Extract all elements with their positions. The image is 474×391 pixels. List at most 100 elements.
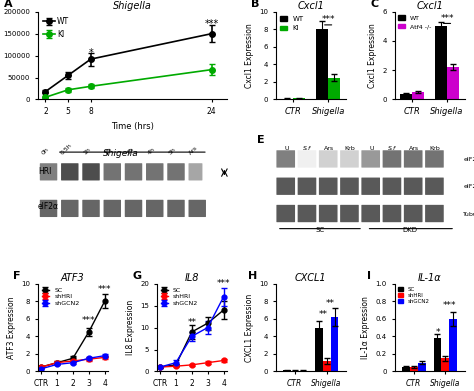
FancyBboxPatch shape (146, 200, 164, 217)
Y-axis label: IL-1α Expression: IL-1α Expression (361, 296, 370, 359)
Bar (449, 319, 457, 371)
Title: CXCL1: CXCL1 (295, 273, 327, 283)
Bar (434, 338, 441, 371)
FancyBboxPatch shape (383, 150, 401, 168)
FancyBboxPatch shape (189, 163, 202, 181)
Bar (328, 77, 340, 99)
Y-axis label: ATF3 Expression: ATF3 Expression (7, 296, 16, 359)
Text: ***: *** (82, 316, 96, 325)
FancyBboxPatch shape (298, 205, 316, 222)
Bar (323, 361, 330, 371)
Text: 3h: 3h (126, 147, 135, 156)
Text: G: G (132, 271, 141, 282)
FancyBboxPatch shape (340, 178, 359, 195)
Text: ***: *** (321, 15, 335, 24)
Text: Tubulin: Tubulin (464, 212, 474, 217)
FancyBboxPatch shape (425, 150, 444, 168)
Legend: WT, Atf4 -/-: WT, Atf4 -/- (398, 15, 432, 30)
FancyBboxPatch shape (425, 178, 444, 195)
Text: F: F (13, 271, 21, 282)
Text: eIF2α-P: eIF2α-P (464, 157, 474, 162)
Y-axis label: Cxcl1 Expression: Cxcl1 Expression (368, 23, 377, 88)
Text: H: H (248, 271, 257, 282)
Bar (410, 367, 418, 371)
Text: eIF2α: eIF2α (464, 184, 474, 189)
Title: Cxcl1: Cxcl1 (297, 1, 324, 11)
Title: IL-1α: IL-1α (418, 273, 441, 283)
Text: Ars: Ars (409, 145, 419, 151)
FancyBboxPatch shape (319, 178, 337, 195)
FancyBboxPatch shape (40, 200, 57, 217)
Bar (283, 370, 291, 371)
FancyBboxPatch shape (276, 150, 295, 168)
FancyBboxPatch shape (276, 178, 295, 195)
Text: ***: *** (443, 301, 456, 310)
FancyBboxPatch shape (40, 163, 57, 181)
FancyBboxPatch shape (298, 150, 316, 168)
Legend: SC, shHRI, shGCN2: SC, shHRI, shGCN2 (160, 287, 199, 307)
Y-axis label: IL8 Expression: IL8 Expression (126, 300, 135, 355)
Text: 5h: 5h (168, 147, 177, 156)
Text: HRI: HRI (38, 167, 51, 176)
Bar (418, 363, 426, 371)
Text: Shigella: Shigella (103, 149, 138, 158)
FancyBboxPatch shape (61, 163, 79, 181)
Text: Ars: Ars (188, 145, 199, 156)
Bar (402, 367, 410, 371)
FancyBboxPatch shape (404, 205, 422, 222)
Title: Shigella: Shigella (113, 1, 152, 11)
Legend: WT, KI: WT, KI (42, 16, 71, 40)
Legend: WT, KI: WT, KI (279, 15, 304, 32)
FancyBboxPatch shape (125, 163, 142, 181)
Y-axis label: CXCL1 Expression: CXCL1 Expression (245, 294, 254, 362)
FancyBboxPatch shape (340, 150, 359, 168)
FancyBboxPatch shape (167, 200, 185, 217)
Text: S.f: S.f (388, 145, 397, 151)
FancyBboxPatch shape (319, 150, 337, 168)
Text: A: A (4, 0, 12, 9)
FancyBboxPatch shape (189, 200, 206, 217)
Text: **: ** (326, 299, 335, 308)
Legend: SC, shHRI, shGCN2: SC, shHRI, shGCN2 (41, 287, 80, 307)
FancyBboxPatch shape (103, 163, 121, 181)
Text: E: E (257, 135, 264, 145)
FancyBboxPatch shape (82, 163, 100, 181)
FancyBboxPatch shape (404, 150, 422, 168)
Text: ***: *** (204, 19, 219, 29)
FancyBboxPatch shape (125, 200, 142, 217)
Bar (441, 358, 449, 371)
FancyBboxPatch shape (82, 200, 100, 217)
FancyBboxPatch shape (425, 205, 444, 222)
Text: *: * (89, 48, 93, 57)
FancyBboxPatch shape (404, 178, 422, 195)
FancyBboxPatch shape (319, 205, 337, 222)
FancyBboxPatch shape (361, 150, 380, 168)
Text: **: ** (187, 318, 196, 327)
FancyBboxPatch shape (61, 200, 79, 217)
Text: DKD: DKD (403, 226, 418, 233)
Title: IL8: IL8 (184, 273, 199, 283)
Bar (315, 328, 323, 371)
Bar (400, 93, 412, 99)
Text: **: ** (318, 310, 327, 319)
Text: B: B (251, 0, 260, 9)
Bar (435, 26, 447, 99)
Text: C: C (370, 0, 378, 9)
Text: 0h: 0h (40, 147, 50, 156)
Text: 0.5h: 0.5h (60, 143, 73, 156)
Legend: SC, shHRI, shGCN2: SC, shHRI, shGCN2 (397, 287, 430, 305)
Title: Cxcl1: Cxcl1 (416, 1, 443, 11)
Bar (330, 317, 338, 371)
FancyBboxPatch shape (383, 178, 401, 195)
Bar (447, 67, 459, 99)
Bar (412, 92, 424, 99)
Text: 2h: 2h (104, 147, 113, 156)
Text: 1h: 1h (83, 147, 92, 156)
Text: 4h: 4h (146, 147, 156, 156)
Text: Ars: Ars (324, 145, 334, 151)
FancyBboxPatch shape (298, 178, 316, 195)
FancyBboxPatch shape (276, 205, 295, 222)
FancyBboxPatch shape (103, 200, 121, 217)
Text: ***: *** (217, 279, 230, 288)
X-axis label: Time (hrs): Time (hrs) (111, 122, 154, 131)
